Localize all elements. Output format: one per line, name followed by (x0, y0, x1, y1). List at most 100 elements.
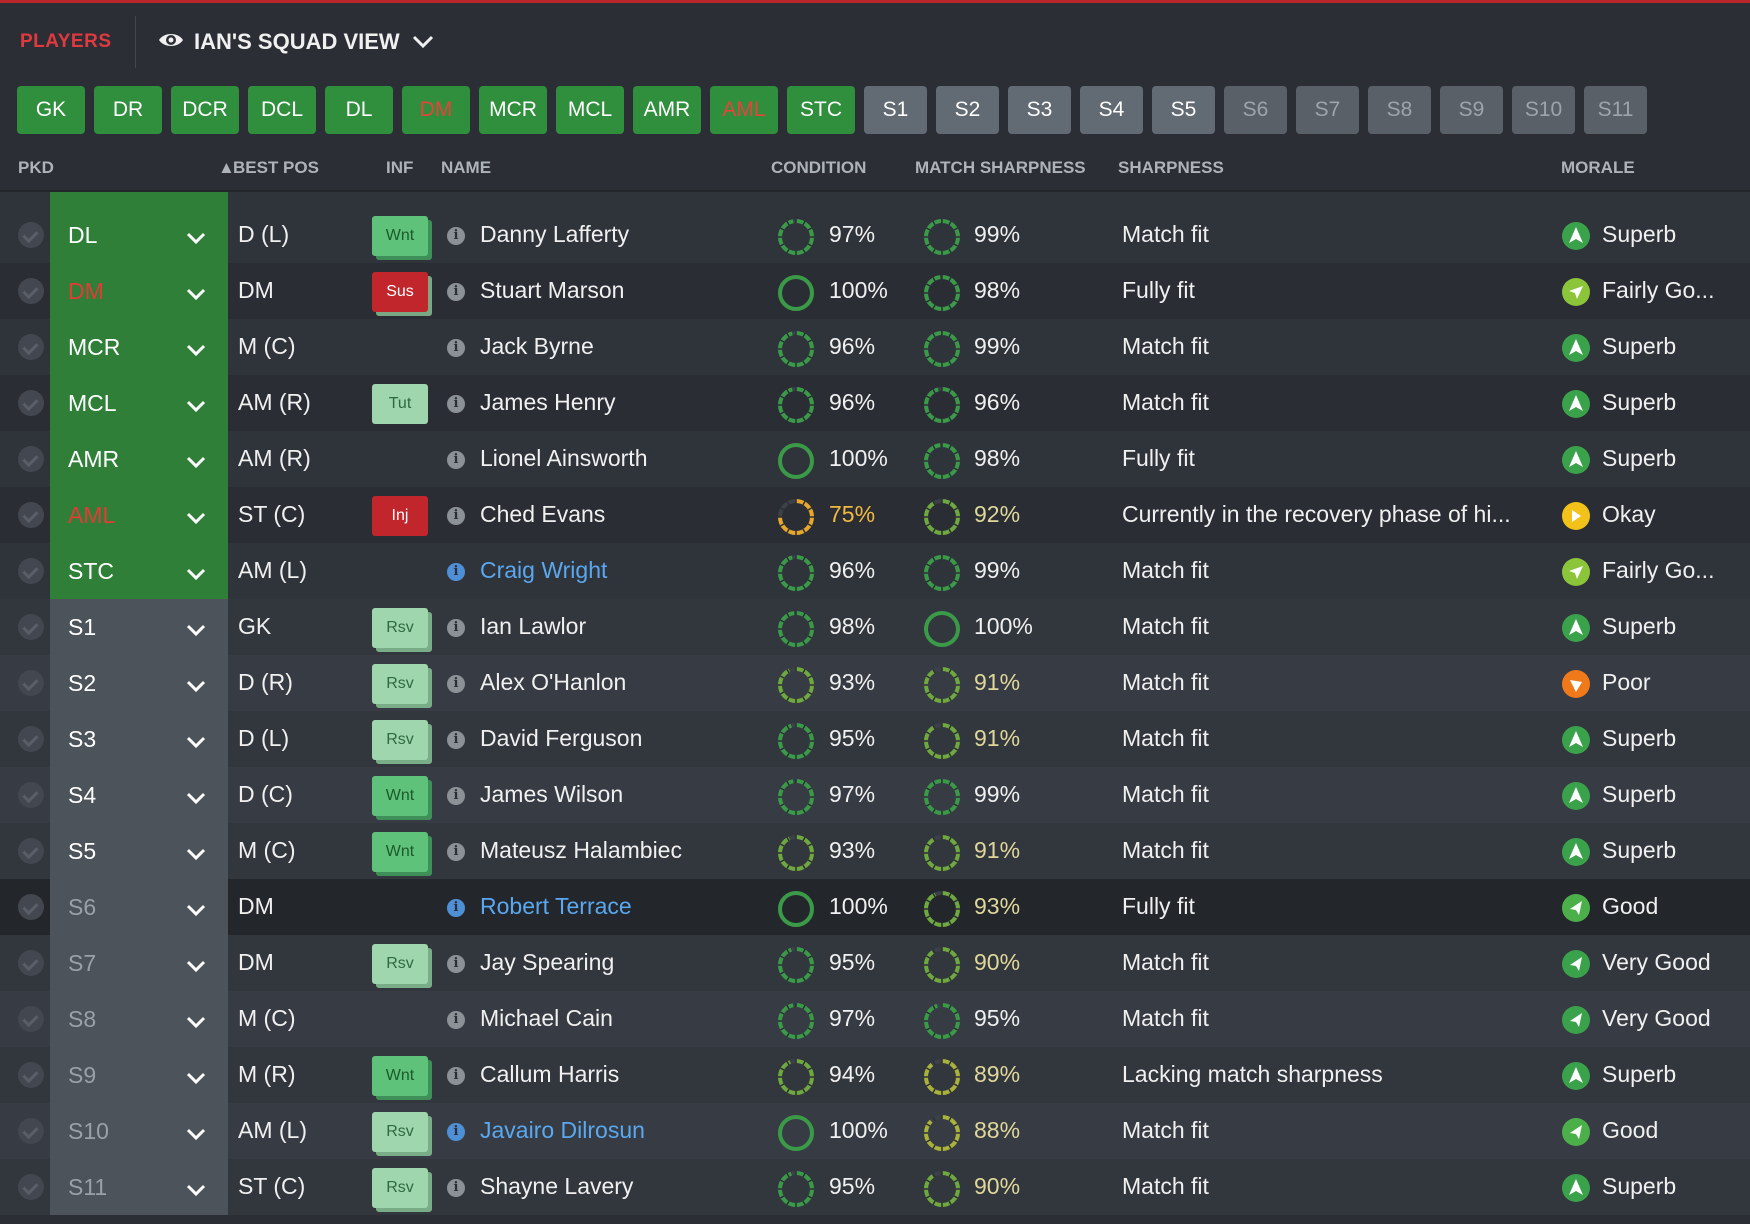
position-button-mcr[interactable]: MCR (479, 86, 547, 134)
player-name[interactable]: Craig Wright (480, 557, 608, 583)
player-name[interactable]: Alex O'Hanlon (480, 669, 627, 695)
player-name[interactable]: Danny Lafferty (480, 221, 630, 247)
picked-check-icon[interactable] (18, 278, 44, 304)
info-icon[interactable]: i (447, 395, 465, 413)
player-name[interactable]: James Henry (480, 389, 616, 415)
position-button-s11[interactable]: S11 (1584, 86, 1647, 134)
picked-check-icon[interactable] (18, 334, 44, 360)
slot-selector[interactable]: S9 (50, 1047, 228, 1103)
table-row[interactable]: S10 AM (L) Rsv i Javairo Dilrosun 100% 88% Matc… (0, 1103, 1750, 1159)
table-row[interactable]: S1 GK Rsv i Ian Lawlor 98% 100% Match fit Superb (0, 599, 1750, 655)
col-name[interactable]: NAME (441, 158, 492, 177)
player-name[interactable]: Lionel Ainsworth (480, 445, 648, 471)
picked-check-icon[interactable] (18, 838, 44, 864)
position-button-gk[interactable]: GK (17, 86, 85, 134)
info-icon[interactable]: i (447, 227, 465, 245)
picked-check-icon[interactable] (18, 726, 44, 752)
picked-check-icon[interactable] (18, 1062, 44, 1088)
status-badge[interactable]: Rsv (372, 664, 428, 704)
slot-selector[interactable]: MCL (50, 375, 228, 431)
picked-check-icon[interactable] (18, 222, 44, 248)
info-icon[interactable]: i (447, 899, 465, 917)
position-button-s1[interactable]: S1 (864, 86, 927, 134)
picked-check-icon[interactable] (18, 446, 44, 472)
status-badge[interactable]: Rsv (372, 720, 428, 760)
table-row[interactable]: S7 DM Rsv i Jay Spearing 95% 90% Match fit Very … (0, 935, 1750, 991)
info-icon[interactable]: i (447, 1067, 465, 1085)
picked-check-icon[interactable] (18, 1174, 44, 1200)
position-button-mcl[interactable]: MCL (556, 86, 624, 134)
info-icon[interactable]: i (447, 1179, 465, 1197)
table-row[interactable]: DM DM Sus i Stuart Marson 100% 98% Fully fit Fai… (0, 263, 1750, 319)
status-badge[interactable]: Tut (372, 384, 428, 424)
table-row[interactable]: STC AM (L) i Craig Wright 96% 99% Match fit Fai… (0, 543, 1750, 599)
position-button-s4[interactable]: S4 (1080, 86, 1143, 134)
info-icon[interactable]: i (447, 787, 465, 805)
table-row[interactable]: S2 D (R) Rsv i Alex O'Hanlon 93% 91% Match fit P… (0, 655, 1750, 711)
status-badge[interactable]: Wnt (372, 832, 428, 872)
position-button-aml[interactable]: AML (710, 86, 778, 134)
slot-selector[interactable]: S6 (50, 879, 228, 935)
status-badge[interactable]: Wnt (372, 1056, 428, 1096)
slot-selector[interactable]: S2 (50, 655, 228, 711)
slot-selector[interactable]: STC (50, 543, 228, 599)
slot-selector[interactable]: S3 (50, 711, 228, 767)
player-name[interactable]: Shayne Lavery (480, 1173, 634, 1199)
slot-selector[interactable]: S10 (50, 1103, 228, 1159)
col-best-pos[interactable]: BEST POS (233, 158, 319, 177)
table-row[interactable]: S5 M (C) Wnt i Mateusz Halambiec 93% 91% Match … (0, 823, 1750, 879)
col-pkd[interactable]: PKD (18, 158, 54, 177)
position-button-s10[interactable]: S10 (1512, 86, 1575, 134)
table-row[interactable]: MCL AM (R) Tut i James Henry 96% 96% Match fit S… (0, 375, 1750, 431)
slot-selector[interactable]: S1 (50, 599, 228, 655)
player-name[interactable]: Jay Spearing (480, 949, 615, 975)
player-name[interactable]: David Ferguson (480, 725, 643, 751)
table-row[interactable]: S3 D (L) Rsv i David Ferguson 95% 91% Match fit… (0, 711, 1750, 767)
picked-check-icon[interactable] (18, 670, 44, 696)
info-icon[interactable]: i (447, 619, 465, 637)
position-button-s3[interactable]: S3 (1008, 86, 1071, 134)
table-row[interactable]: AML ST (C) Inj i Ched Evans 75% 92% Currently i… (0, 487, 1750, 543)
info-icon[interactable]: i (447, 955, 465, 973)
status-badge[interactable]: Inj (372, 496, 428, 536)
player-name[interactable]: Michael Cain (480, 1005, 613, 1031)
player-name[interactable]: Robert Terrace (480, 893, 632, 919)
position-button-s2[interactable]: S2 (936, 86, 999, 134)
picked-check-icon[interactable] (18, 1006, 44, 1032)
info-icon[interactable]: i (447, 563, 465, 581)
picked-check-icon[interactable] (18, 1118, 44, 1144)
table-row[interactable]: S4 D (C) Wnt i James Wilson 97% 99% Match fit Su… (0, 767, 1750, 823)
slot-selector[interactable]: AML (50, 487, 228, 543)
col-morale[interactable]: MORALE (1561, 158, 1635, 177)
position-button-s7[interactable]: S7 (1296, 86, 1359, 134)
col-inf[interactable]: INF (386, 158, 414, 177)
player-name[interactable]: James Wilson (480, 781, 624, 807)
status-badge[interactable]: Rsv (372, 944, 428, 984)
table-row[interactable]: AMR AM (R) i Lionel Ainsworth 100% 98% Fully f… (0, 431, 1750, 487)
col-condition[interactable]: CONDITION (771, 158, 867, 177)
picked-check-icon[interactable] (18, 950, 44, 976)
status-badge[interactable]: Rsv (372, 608, 428, 648)
info-icon[interactable]: i (447, 1123, 465, 1141)
position-button-dr[interactable]: DR (94, 86, 162, 134)
section-title[interactable]: PLAYERS (20, 31, 112, 52)
player-name[interactable]: Mateusz Halambiec (480, 837, 682, 863)
position-button-dcl[interactable]: DCL (248, 86, 316, 134)
info-icon[interactable]: i (447, 731, 465, 749)
picked-check-icon[interactable] (18, 390, 44, 416)
position-button-stc[interactable]: STC (787, 86, 855, 134)
picked-check-icon[interactable] (18, 894, 44, 920)
info-icon[interactable]: i (447, 451, 465, 469)
slot-selector[interactable]: AMR (50, 431, 228, 487)
player-name[interactable]: Stuart Marson (480, 277, 625, 303)
player-name[interactable]: Javairo Dilrosun (480, 1117, 645, 1143)
slot-selector[interactable]: S11 (50, 1159, 228, 1215)
info-icon[interactable]: i (447, 843, 465, 861)
slot-selector[interactable]: S4 (50, 767, 228, 823)
slot-selector[interactable]: S7 (50, 935, 228, 991)
status-badge[interactable]: Rsv (372, 1168, 428, 1208)
col-match-sharpness[interactable]: MATCH SHARPNESS (915, 158, 1086, 177)
picked-check-icon[interactable] (18, 782, 44, 808)
position-button-s6[interactable]: S6 (1224, 86, 1287, 134)
table-row[interactable]: S11 ST (C) Rsv i Shayne Lavery 95% 90% Match fi… (0, 1159, 1750, 1215)
